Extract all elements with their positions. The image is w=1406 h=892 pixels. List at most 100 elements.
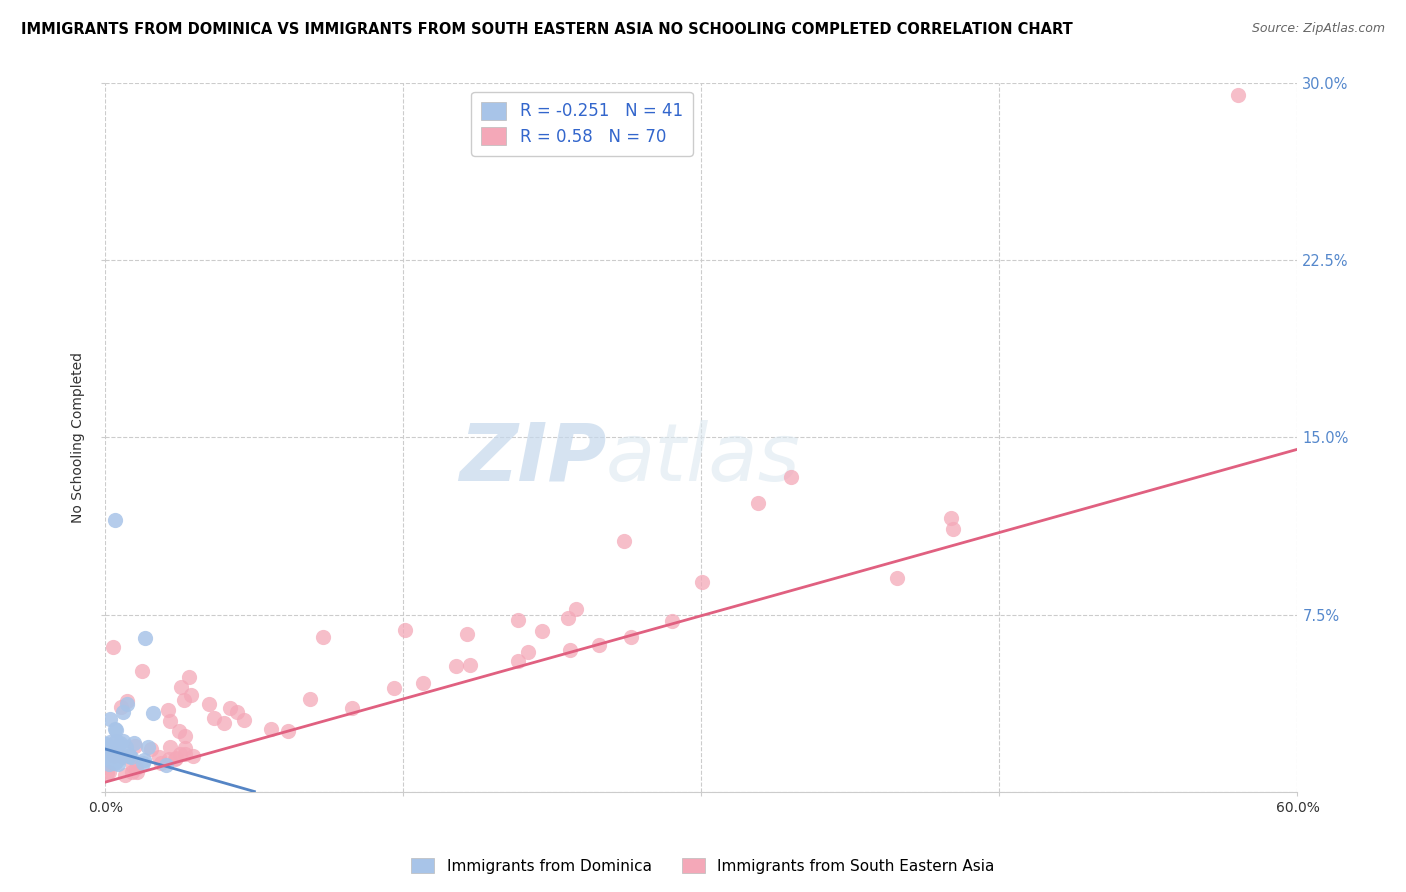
Point: [104, 756, 127, 770]
Point: [157, 752, 180, 766]
Point: [103, 748, 125, 763]
Point: [565, 602, 588, 616]
Point: [517, 645, 540, 659]
Point: [747, 496, 769, 510]
Point: [96, 742, 118, 756]
Point: [100, 755, 122, 769]
Point: [105, 723, 128, 738]
Point: [132, 756, 155, 770]
Point: [142, 706, 165, 720]
Point: [558, 643, 581, 657]
Point: [382, 681, 405, 696]
Text: ZIP: ZIP: [458, 420, 606, 498]
Point: [124, 739, 146, 753]
Point: [177, 670, 200, 684]
Point: [122, 759, 145, 773]
Point: [620, 630, 643, 644]
Point: [458, 658, 481, 673]
Point: [136, 740, 159, 755]
Point: [104, 723, 127, 737]
Point: [173, 693, 195, 707]
Point: [692, 574, 714, 589]
Point: [506, 613, 529, 627]
Point: [121, 764, 143, 779]
Point: [98, 735, 121, 749]
Point: [506, 654, 529, 668]
Point: [98, 756, 121, 771]
Point: [780, 469, 803, 483]
Point: [107, 757, 129, 772]
Point: [105, 753, 128, 767]
Point: [117, 694, 139, 708]
Text: Source: ZipAtlas.com: Source: ZipAtlas.com: [1251, 22, 1385, 36]
Point: [412, 676, 434, 690]
Point: [134, 631, 156, 645]
Point: [148, 750, 170, 764]
Point: [96, 738, 118, 752]
Point: [96, 765, 118, 780]
Y-axis label: No Schooling Completed: No Schooling Completed: [72, 352, 86, 523]
Text: IMMIGRANTS FROM DOMINICA VS IMMIGRANTS FROM SOUTH EASTERN ASIA NO SCHOOLING COMP: IMMIGRANTS FROM DOMINICA VS IMMIGRANTS F…: [21, 22, 1073, 37]
Point: [112, 734, 135, 748]
Point: [226, 705, 249, 719]
Point: [98, 712, 121, 726]
Point: [169, 747, 191, 762]
Point: [103, 749, 125, 764]
Point: [202, 711, 225, 725]
Point: [180, 689, 202, 703]
Point: [132, 753, 155, 767]
Point: [159, 740, 181, 755]
Point: [298, 692, 321, 706]
Point: [120, 750, 142, 764]
Point: [444, 659, 467, 673]
Point: [98, 745, 121, 759]
Point: [155, 758, 177, 772]
Point: [394, 623, 416, 637]
Point: [101, 746, 124, 760]
Point: [165, 752, 187, 766]
Point: [259, 722, 281, 736]
Point: [886, 571, 908, 585]
Point: [107, 747, 129, 761]
Point: [588, 638, 610, 652]
Point: [108, 750, 131, 764]
Point: [181, 748, 204, 763]
Point: [173, 740, 195, 755]
Point: [169, 680, 191, 694]
Point: [165, 751, 187, 765]
Point: [104, 513, 127, 527]
Legend: R = -0.251   N = 41, R = 0.58   N = 70: R = -0.251 N = 41, R = 0.58 N = 70: [471, 92, 693, 156]
Point: [198, 697, 221, 711]
Point: [97, 739, 120, 754]
Point: [942, 522, 965, 536]
Point: [96, 747, 118, 761]
Point: [124, 736, 146, 750]
Point: [157, 703, 180, 717]
Point: [159, 714, 181, 728]
Point: [108, 736, 131, 750]
Point: [233, 713, 256, 727]
Point: [118, 749, 141, 764]
Point: [340, 701, 363, 715]
Point: [219, 700, 242, 714]
Point: [531, 624, 554, 639]
Point: [112, 749, 135, 764]
Point: [456, 626, 478, 640]
Point: [125, 761, 148, 775]
Point: [101, 747, 124, 761]
Legend: Immigrants from Dominica, Immigrants from South Eastern Asia: Immigrants from Dominica, Immigrants fro…: [405, 852, 1001, 880]
Point: [114, 739, 136, 754]
Point: [139, 742, 162, 756]
Point: [557, 611, 579, 625]
Point: [103, 640, 125, 655]
Point: [131, 664, 153, 678]
Point: [312, 630, 335, 644]
Point: [277, 724, 299, 739]
Point: [1226, 88, 1249, 103]
Point: [150, 756, 173, 770]
Point: [174, 747, 197, 761]
Text: atlas: atlas: [606, 420, 801, 498]
Point: [127, 764, 149, 779]
Point: [117, 697, 139, 711]
Point: [169, 723, 191, 738]
